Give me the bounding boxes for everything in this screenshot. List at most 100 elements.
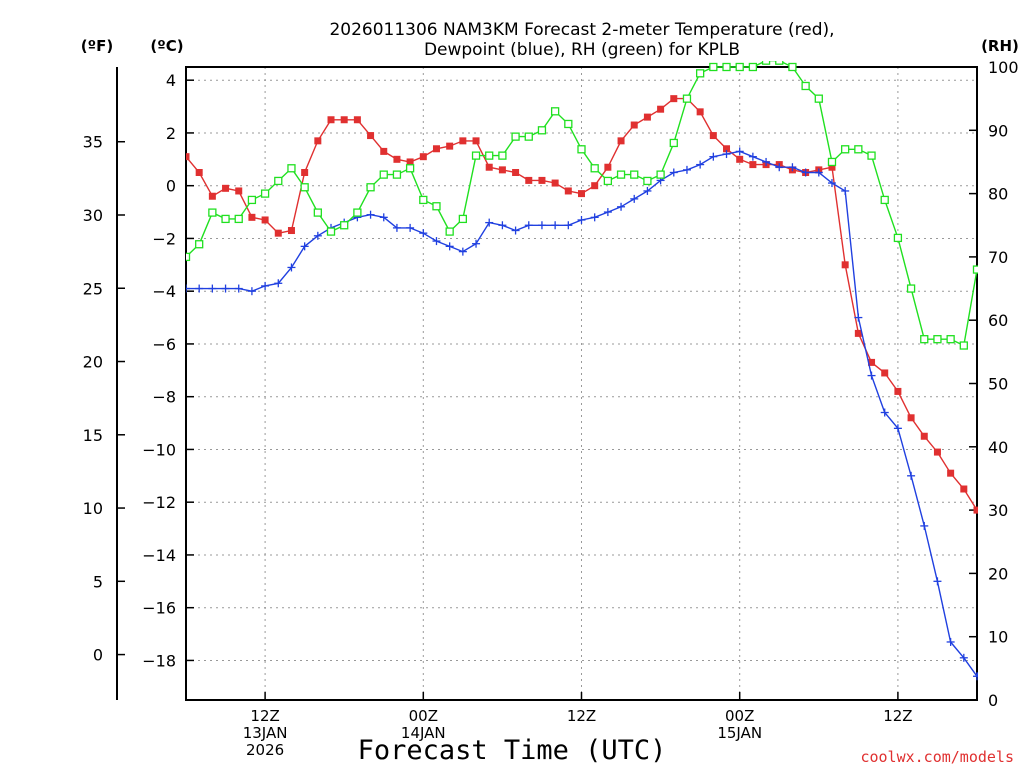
temperature-point	[657, 105, 665, 113]
temperature-point	[933, 448, 941, 456]
temperature-point	[406, 158, 414, 166]
rh-point	[485, 151, 494, 160]
rh-point	[234, 214, 243, 224]
celsius-tick-label: −16	[142, 599, 176, 618]
data-series	[186, 61, 978, 681]
dewpoint-point	[907, 471, 916, 480]
dewpoint-point	[603, 208, 612, 217]
rh-point	[405, 164, 415, 173]
dewpoint-point	[854, 313, 863, 322]
dewpoint-point	[564, 221, 573, 230]
rh-unit-label: (RH)	[981, 37, 1019, 55]
temperature-point	[591, 182, 599, 190]
temperature-point	[670, 95, 678, 103]
x-tick-label: 13JAN	[243, 724, 288, 742]
celsius-tick-label: 4	[166, 71, 176, 90]
dewpoint-point	[485, 218, 494, 227]
temperature-point	[551, 179, 559, 187]
dewpoint-point	[551, 221, 560, 230]
temperature-point	[881, 369, 889, 377]
dewpoint-point	[827, 179, 836, 188]
x-tick-label: 00Z	[725, 707, 754, 725]
rh-point	[274, 176, 283, 186]
rh-tick-label: 70	[988, 248, 1008, 267]
temperature-point	[472, 137, 480, 145]
rh-point	[300, 183, 309, 192]
rh-point	[260, 189, 270, 198]
dewpoint-point	[590, 213, 599, 222]
credit-text: coolwx.com/models	[860, 748, 1014, 766]
dewpoint-point	[524, 221, 533, 230]
rh-point	[458, 214, 468, 224]
dewpoint-point	[788, 163, 797, 172]
rh-point	[854, 145, 863, 154]
temperature-point	[736, 155, 744, 163]
fahrenheit-tick-label: 15	[83, 426, 103, 445]
temperature-point	[274, 229, 282, 237]
x-tick-label: 12Z	[883, 707, 912, 725]
rh-point	[550, 107, 560, 116]
temperature-point	[947, 469, 955, 477]
temperature-point	[261, 216, 269, 224]
temperature-point	[723, 145, 731, 153]
rh-point	[471, 151, 481, 160]
chart-title-line2: Dewpoint (blue), RH (green) for KPLB	[424, 40, 740, 60]
x-axis-label: Forecast Time (UTC)	[358, 735, 667, 766]
dewpoint-point	[186, 284, 190, 293]
dewpoint-point	[643, 186, 652, 195]
rh-point	[419, 195, 428, 205]
rh-point	[537, 126, 547, 135]
temperature-point	[353, 116, 361, 124]
temperature-point	[960, 485, 968, 493]
rh-point	[959, 341, 968, 350]
temperature-point	[643, 113, 651, 121]
temperature-point	[907, 414, 915, 422]
dewpoint-point	[432, 237, 441, 246]
temperature-point	[446, 142, 454, 150]
rh-point	[656, 170, 665, 179]
fahrenheit-unit-label: (ºF)	[81, 37, 113, 55]
celsius-tick-label: −14	[142, 546, 176, 565]
dewpoint-point	[392, 223, 401, 232]
temperature-point	[459, 137, 467, 145]
x-tick-label: 12Z	[567, 707, 596, 725]
temperature-point	[222, 184, 230, 192]
dewpoint-point	[920, 521, 929, 530]
celsius-tick-label: −12	[142, 493, 176, 512]
temperature-point	[749, 161, 757, 169]
dewpoint-point	[458, 247, 467, 256]
rh-point	[392, 170, 402, 179]
dewpoint-point	[669, 168, 678, 177]
dewpoint-point	[366, 210, 375, 219]
temperature-point	[525, 176, 533, 184]
series-line-dewpoint	[186, 150, 978, 678]
rh-point	[616, 170, 626, 179]
rh-point	[748, 62, 758, 72]
rh-point	[893, 233, 903, 243]
rh-point	[643, 176, 652, 186]
temperature-point	[419, 153, 427, 161]
series-temperature	[186, 95, 978, 514]
rh-tick-label: 100	[988, 58, 1019, 77]
rh-point	[524, 132, 533, 141]
rh-point	[946, 335, 955, 344]
rh-point	[972, 265, 978, 274]
rh-tick-label: 60	[988, 311, 1008, 330]
rh-point	[564, 119, 573, 129]
dewpoint-point	[880, 408, 889, 417]
rh-point	[827, 157, 837, 167]
rh-point	[933, 335, 942, 344]
dewpoint-point	[893, 424, 902, 433]
temperature-point	[393, 155, 401, 163]
dewpoint-point	[762, 157, 771, 166]
rh-point	[326, 227, 336, 236]
rh-point	[603, 176, 613, 186]
rh-point	[775, 61, 784, 65]
rh-point	[379, 170, 388, 179]
rh-point	[722, 62, 731, 72]
rh-point	[577, 145, 586, 154]
dewpoint-point	[287, 263, 296, 272]
dewpoint-point	[577, 215, 586, 224]
series-rh	[186, 61, 978, 350]
x-tick-label: 12Z	[250, 707, 279, 725]
